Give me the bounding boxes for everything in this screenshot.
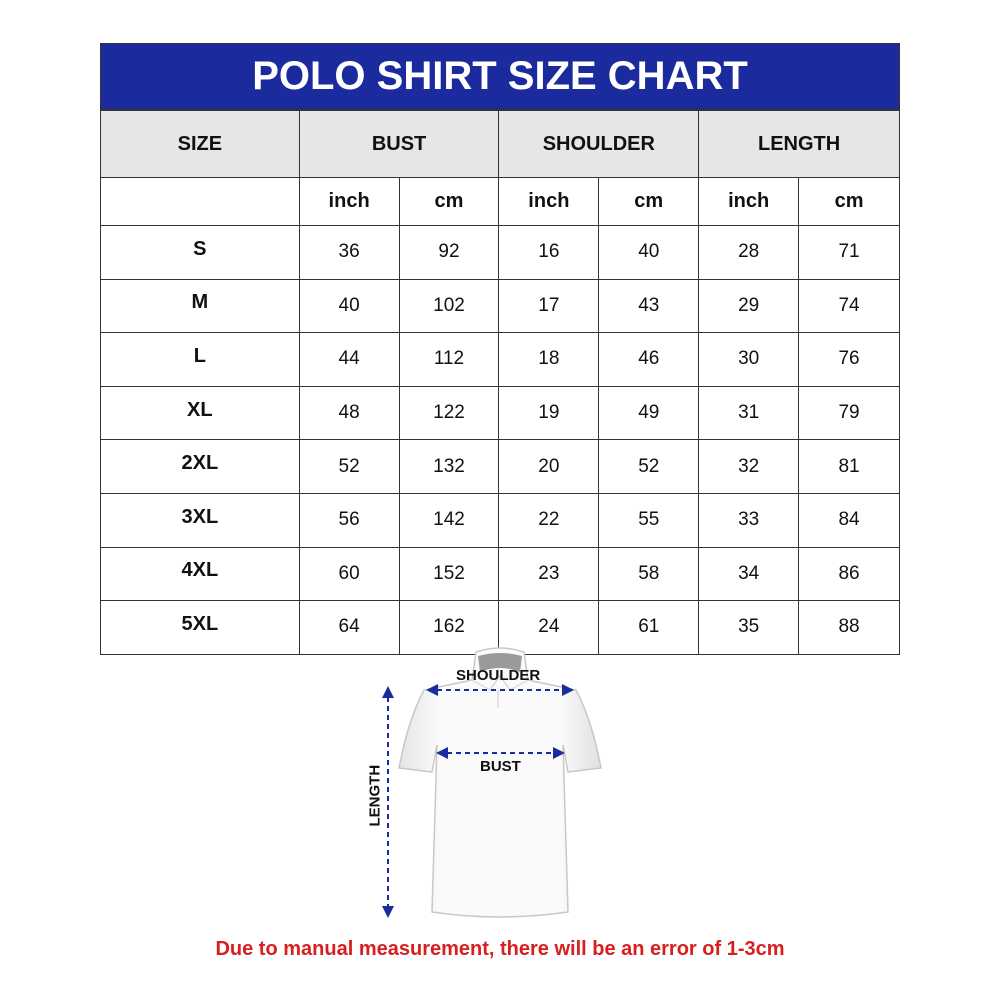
value-cell: 17 <box>498 278 600 334</box>
value-cell: 49 <box>598 385 700 441</box>
shirt-icon <box>398 647 602 918</box>
value-cell: 58 <box>598 546 700 602</box>
size-cell: 3XL <box>100 492 300 548</box>
value-cell: 24 <box>498 600 600 655</box>
measurement-note: Due to manual measurement, there will be… <box>215 938 785 960</box>
value-cell: 19 <box>498 385 600 441</box>
value-cell: 18 <box>498 332 600 387</box>
table-row: L 44 112 18 46 30 76 <box>100 332 900 387</box>
value-cell: 102 <box>398 278 500 334</box>
size-cell: XL <box>100 385 300 441</box>
value-cell: 22 <box>498 492 600 548</box>
value-cell: 28 <box>698 225 800 280</box>
value-cell: 29 <box>698 278 800 334</box>
size-cell: 5XL <box>100 600 300 655</box>
value-cell: 112 <box>398 332 500 387</box>
value-cell: 152 <box>398 546 500 602</box>
value-cell: 132 <box>398 439 500 494</box>
value-cell: 36 <box>298 225 400 280</box>
value-cell: 33 <box>698 492 800 548</box>
size-cell: 4XL <box>100 546 300 602</box>
value-cell: 88 <box>798 600 900 655</box>
header-row: SIZE BUST SHOULDER LENGTH <box>100 110 900 178</box>
value-cell: 30 <box>698 332 800 387</box>
length-label: LENGTH <box>366 764 384 827</box>
unit-cell: cm <box>398 177 500 226</box>
unit-cell: inch <box>698 177 800 226</box>
header-size: SIZE <box>100 110 300 178</box>
header-bust: BUST <box>298 110 500 178</box>
value-cell: 86 <box>798 546 900 602</box>
value-cell: 35 <box>698 600 800 655</box>
value-cell: 79 <box>798 385 900 441</box>
table-row: 3XL 56 142 22 55 33 84 <box>100 492 900 548</box>
value-cell: 55 <box>598 492 700 548</box>
table-row: M 40 102 17 43 29 74 <box>100 278 900 334</box>
value-cell: 81 <box>798 439 900 494</box>
chart-title: POLO SHIRT SIZE CHART <box>100 43 900 110</box>
unit-cell: cm <box>598 177 700 226</box>
value-cell: 74 <box>798 278 900 334</box>
value-cell: 122 <box>398 385 500 441</box>
value-cell: 20 <box>498 439 600 494</box>
value-cell: 52 <box>598 439 700 494</box>
value-cell: 60 <box>298 546 400 602</box>
header-shoulder: SHOULDER <box>498 110 700 178</box>
value-cell: 64 <box>298 600 400 655</box>
value-cell: 142 <box>398 492 500 548</box>
size-cell: M <box>100 278 300 334</box>
value-cell: 46 <box>598 332 700 387</box>
unit-cell: cm <box>798 177 900 226</box>
table-row: 4XL 60 152 23 58 34 86 <box>100 546 900 602</box>
value-cell: 162 <box>398 600 500 655</box>
value-cell: 56 <box>298 492 400 548</box>
value-cell: 52 <box>298 439 400 494</box>
value-cell: 92 <box>398 225 500 280</box>
size-cell: L <box>100 332 300 387</box>
bust-label: BUST <box>480 758 521 775</box>
units-blank <box>100 177 300 226</box>
size-cell: S <box>100 225 300 280</box>
value-cell: 76 <box>798 332 900 387</box>
unit-cell: inch <box>498 177 600 226</box>
value-cell: 16 <box>498 225 600 280</box>
value-cell: 40 <box>598 225 700 280</box>
shoulder-label: SHOULDER <box>456 667 541 684</box>
value-cell: 43 <box>598 278 700 334</box>
value-cell: 31 <box>698 385 800 441</box>
value-cell: 84 <box>798 492 900 548</box>
value-cell: 44 <box>298 332 400 387</box>
table-row: XL 48 122 19 49 31 79 <box>100 385 900 441</box>
size-cell: 2XL <box>100 439 300 494</box>
value-cell: 71 <box>798 225 900 280</box>
size-table: SIZE BUST SHOULDER LENGTH inch cm inch c… <box>100 110 900 655</box>
value-cell: 48 <box>298 385 400 441</box>
unit-cell: inch <box>298 177 400 226</box>
value-cell: 32 <box>698 439 800 494</box>
header-length: LENGTH <box>698 110 900 178</box>
table-row: S 36 92 16 40 28 71 <box>100 225 900 280</box>
table-row: 2XL 52 132 20 52 32 81 <box>100 439 900 494</box>
units-row: inch cm inch cm inch cm <box>100 177 900 226</box>
table-row: 5XL 64 162 24 61 35 88 <box>100 600 900 655</box>
value-cell: 40 <box>298 278 400 334</box>
value-cell: 61 <box>598 600 700 655</box>
value-cell: 34 <box>698 546 800 602</box>
value-cell: 23 <box>498 546 600 602</box>
